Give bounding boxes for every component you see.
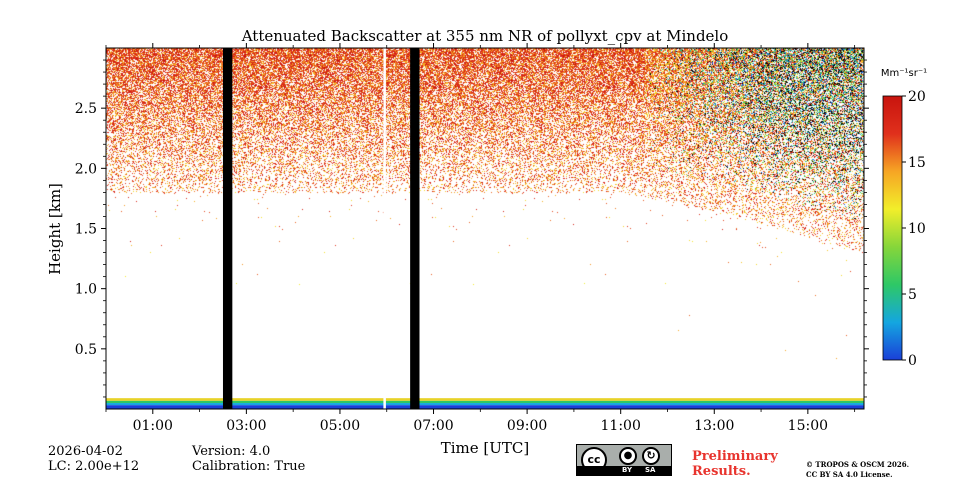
colorbar-ticks: 0 5 10 15 20	[902, 89, 926, 369]
backscatter-heatmap	[106, 48, 864, 409]
x-tick-label: 05:00	[320, 418, 360, 434]
heatmap-overlay-marks	[106, 48, 864, 409]
heatmap-pixels	[106, 48, 864, 409]
share-alike-icon: ↻	[642, 447, 660, 465]
x-tick-label: 01:00	[133, 418, 173, 434]
x-axis-ticks: 01:00 03:00 05:00 07:00 09:00 11:00 13:00 15:00	[105, 43, 856, 434]
y-tick-label: 0.5	[75, 342, 97, 358]
x-tick-label: 03:00	[226, 418, 266, 434]
colorbar-tick-label: 5	[908, 287, 917, 303]
preliminary-line-2: Results.	[692, 464, 751, 479]
chart-title: Attenuated Backscatter at 355 nm NR of p…	[241, 27, 729, 45]
x-tick-label: 09:00	[507, 418, 547, 434]
y-axis-label: Height [km]	[46, 183, 64, 275]
no-data-bar	[222, 48, 233, 409]
cc-by-label: BY	[622, 466, 633, 474]
surface-layer-band	[106, 400, 864, 404]
y-tick-label: 2.0	[75, 161, 97, 177]
y-tick-label: 2.5	[75, 101, 97, 117]
y-axis-ticks: 0.5 1.0 1.5 2.0 2.5	[75, 59, 869, 398]
colorbar-tick-label: 10	[908, 221, 926, 237]
surface-layer-band	[106, 403, 864, 406]
data-gap-line	[383, 48, 386, 409]
cc-sa-label: SA	[645, 466, 656, 474]
y-tick-label: 1.0	[75, 282, 97, 298]
x-tick-label: 11:00	[601, 418, 641, 434]
cc-badge-strip	[577, 466, 671, 475]
y-tick-label: 1.5	[75, 222, 97, 238]
colorbar-tick-label: 0	[908, 353, 917, 369]
colorbar-units: Mm⁻¹sr⁻¹	[881, 68, 927, 79]
copyright-note: © TROPOS & OSCM 2026. CC BY SA 4.0 Licen…	[806, 460, 909, 480]
colorbar	[883, 96, 902, 360]
footer-lc: LC: 2.00e+12	[48, 459, 140, 474]
preliminary-results-note: Preliminary Results.	[692, 449, 778, 479]
no-data-bar	[410, 48, 420, 409]
colorbar-tick-label: 15	[908, 155, 926, 171]
x-tick-label: 15:00	[788, 418, 828, 434]
attribution-person-icon: ●	[619, 447, 637, 465]
copyright-line-2: CC BY SA 4.0 License.	[806, 470, 893, 479]
footer-calibration: Calibration: True	[192, 459, 306, 474]
cc-license-badge: cc ● ↻ BY SA	[576, 444, 672, 476]
footer-date: 2026-04-02	[48, 444, 123, 459]
copyright-line-1: © TROPOS & OSCM 2026.	[806, 460, 910, 469]
surface-layer-band	[106, 405, 864, 409]
footer-left: 2026-04-02 LC: 2.00e+12	[48, 444, 139, 474]
x-axis-label: Time [UTC]	[441, 439, 530, 457]
footer-version-block: Version: 4.0 Calibration: True	[192, 444, 305, 474]
preliminary-line-1: Preliminary	[692, 449, 778, 464]
footer-version: Version: 4.0	[192, 444, 271, 459]
x-tick-label: 13:00	[694, 418, 734, 434]
x-tick-label: 07:00	[413, 418, 453, 434]
surface-layer-band	[106, 398, 864, 401]
colorbar-tick-label: 20	[908, 89, 926, 105]
